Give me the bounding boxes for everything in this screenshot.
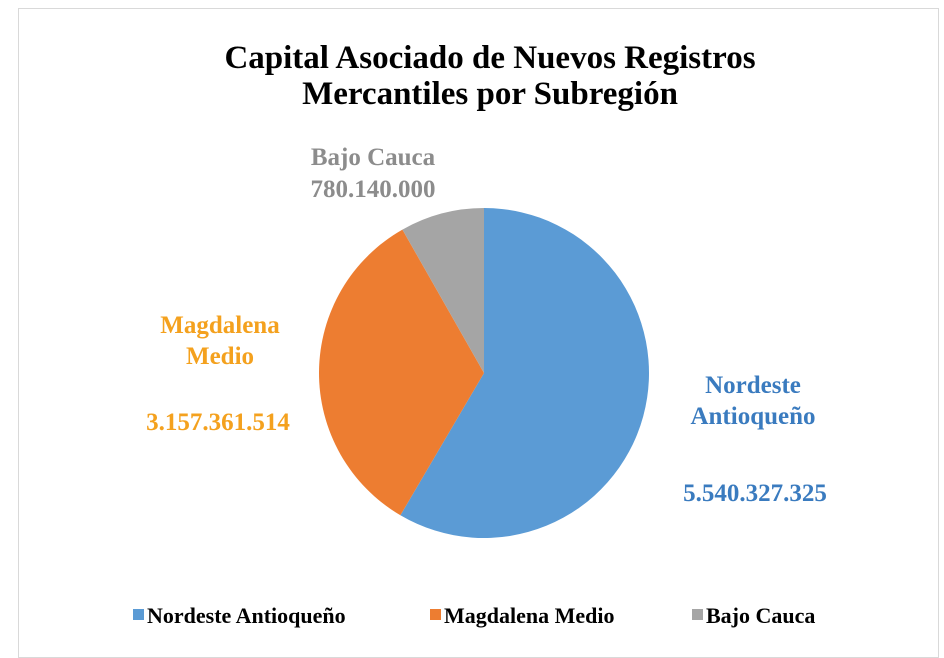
legend-label: Nordeste Antioqueño: [147, 603, 346, 628]
pie-slice: [319, 229, 484, 516]
legend-swatch: [430, 609, 441, 620]
data-label-name: Bajo Cauca: [310, 144, 436, 171]
legend-label: Bajo Cauca: [706, 603, 816, 628]
data-label-name: Magdalena Medio: [160, 312, 280, 370]
data-label-name: Nordeste Antioqueño: [690, 372, 816, 430]
data-label-value: 5.540.327.325: [683, 480, 827, 507]
legend-swatch: [692, 609, 703, 620]
data-label-value: 3.157.361.514: [146, 409, 290, 436]
legend-label: Magdalena Medio: [444, 603, 615, 628]
legend-swatch: [133, 609, 144, 620]
pie-slice: [402, 208, 484, 373]
chart-title: Capital Asociado de Nuevos Registros Mer…: [224, 40, 756, 112]
data-label-value: 780.140.000: [310, 176, 436, 203]
pie-slice: [400, 208, 650, 538]
